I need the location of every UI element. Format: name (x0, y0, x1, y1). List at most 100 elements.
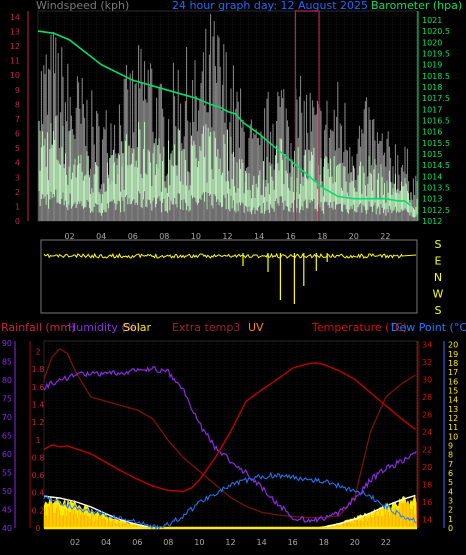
wind-hour-label: 06 (128, 232, 138, 241)
direction-plot-area (40, 239, 418, 314)
wind-hour-label: 08 (159, 232, 169, 241)
wind-tick-label: 1 (15, 202, 20, 211)
wind-tick-label: 6 (15, 130, 20, 139)
barometer-tick-label: 1016.5 (422, 117, 450, 126)
barometer-tick-label: 1014 (422, 172, 442, 181)
barometer-tick-label: 1019.5 (422, 49, 450, 58)
wind-direction-trace (43, 252, 417, 259)
humidity-axis-label: Humidity (%) (68, 321, 140, 334)
humidity-tick-label: 85 (2, 357, 12, 366)
wind-axis-label: Windspeed (kph) (36, 0, 129, 12)
barometer-tick-label: 1017.5 (422, 94, 450, 103)
wind-tick-label: 10 (10, 71, 20, 80)
wind-tick-label: 11 (10, 57, 20, 66)
rain-tick-label: 0.4 (32, 489, 45, 498)
wind-hour-label: 14 (254, 232, 264, 241)
wind-tick-label: 12 (10, 42, 20, 51)
temperature-line (43, 362, 416, 493)
temperature-axis-label: Temperature (°C) (311, 321, 407, 334)
humidity-tick-label: 75 (2, 394, 12, 403)
humidity-tick-label: 90 (2, 339, 12, 348)
temp-hour-label: 18 (319, 538, 329, 547)
temp-tick-label: 14 (422, 515, 432, 524)
temp-tick-label: 22 (422, 445, 432, 454)
temp-tick-label: 30 (422, 375, 432, 384)
temp-hour-label: 08 (163, 538, 173, 547)
dewpoint-tick-label: 19 (448, 350, 458, 359)
wind-hour-label: 04 (96, 232, 106, 241)
dewpoint-tick-label: 1 (448, 515, 453, 524)
dewpoint-tick-label: 16 (448, 377, 458, 386)
temp-tick-label: 24 (422, 428, 432, 437)
barometer-tick-label: 1013.5 (422, 184, 450, 193)
barometer-line (37, 30, 412, 207)
wind-gust-spike (294, 10, 320, 221)
barometer-axis-label: Barometer (hpa) (371, 0, 462, 12)
barometer-tick-label: 1012 (422, 217, 442, 226)
temp-panel-series (43, 348, 417, 530)
compass-label: S (435, 304, 442, 317)
temp-hour-label: 02 (70, 538, 80, 547)
temp-hour-label: 20 (350, 538, 360, 547)
dewpoint-tick-label: 2 (448, 506, 453, 515)
dewpoint-tick-label: 6 (448, 469, 453, 478)
dewpoint-tick-label: 9 (448, 442, 453, 451)
compass-label: S (435, 238, 442, 251)
dewpoint-tick-label: 10 (448, 432, 458, 441)
temp-time-ticks: 02 04 06 08 10 12 14 16 18 20 22 (70, 538, 391, 547)
solar-axis-label: Solar (123, 321, 152, 334)
wind-tick-label: 5 (15, 144, 20, 153)
barometer-tick-label: 1016 (422, 128, 442, 137)
humidity-tick-label: 70 (2, 413, 12, 422)
graph-title: 24 hour graph day: 12 August 2025 (172, 0, 368, 12)
temp-tick-label: 20 (422, 463, 432, 472)
temp-plot-area (43, 340, 418, 529)
dewpoint-tick-label: 8 (448, 451, 453, 460)
temp-hour-label: 04 (101, 538, 111, 547)
wind-hour-label: 20 (349, 232, 359, 241)
barometer-tick-label: 1012.5 (422, 206, 450, 215)
wind-avg-series (38, 116, 418, 218)
rain-tick-label: 0.2 (32, 506, 45, 515)
wind-hour-label: 22 (380, 232, 390, 241)
temp-tick-label: 16 (422, 498, 432, 507)
dewpoint-tick-label: 13 (448, 405, 458, 414)
rain-tick-label: 0.8 (32, 453, 45, 462)
dewpoint-tick-label: 15 (448, 387, 458, 396)
temp-hour-label: 14 (257, 538, 267, 547)
wind-tick-label: 0 (15, 217, 20, 226)
wind-tick-label: 7 (15, 115, 20, 124)
dewpoint-tick-label: 20 (448, 341, 458, 350)
rain-tick-label: 2 (35, 348, 40, 357)
barometer-ticks: 1021 1020.5 1020 1019.5 1019 1018.5 1018 1017.5… (422, 16, 450, 226)
wind-tick-label: 8 (15, 100, 20, 109)
wind-hour-label: 18 (317, 232, 327, 241)
humidity-tick-label: 40 (2, 524, 12, 533)
wind-tick-label: 2 (15, 188, 20, 197)
barometer-tick-label: 1014.5 (422, 161, 450, 170)
temp-hour-label: 06 (132, 538, 142, 547)
temp-hour-label: 22 (381, 538, 391, 547)
temperature-panel: Rainfall (mm) Humidity (%) Solar Extra t… (1, 321, 466, 547)
barometer-tick-label: 1021 (422, 16, 442, 25)
dewpoint-tick-label: 17 (448, 368, 458, 377)
barometer-tick-label: 1019 (422, 61, 442, 70)
temp-tick-label: 32 (422, 358, 432, 367)
humidity-tick-label: 55 (2, 469, 12, 478)
temp-hour-label: 10 (194, 538, 204, 547)
dewpoint-tick-label: 7 (448, 460, 453, 469)
temp-tick-label: 28 (422, 393, 432, 402)
humidity-tick-label: 45 (2, 506, 12, 515)
wind-barometer-panel: Windspeed (kph) 24 hour graph day: 12 Au… (10, 0, 462, 241)
barometer-tick-label: 1018 (422, 83, 442, 92)
barometer-tick-label: 1020 (422, 38, 442, 47)
barometer-tick-label: 1015.5 (422, 139, 450, 148)
rain-tick-label: 1.6 (32, 383, 45, 392)
wind-tick-label: 13 (10, 27, 20, 36)
temp-hour-label: 12 (225, 538, 235, 547)
dewpoint-tick-label: 14 (448, 396, 458, 405)
rain-tick-label: 1.2 (32, 418, 45, 427)
wind-hour-label: 16 (286, 232, 296, 241)
